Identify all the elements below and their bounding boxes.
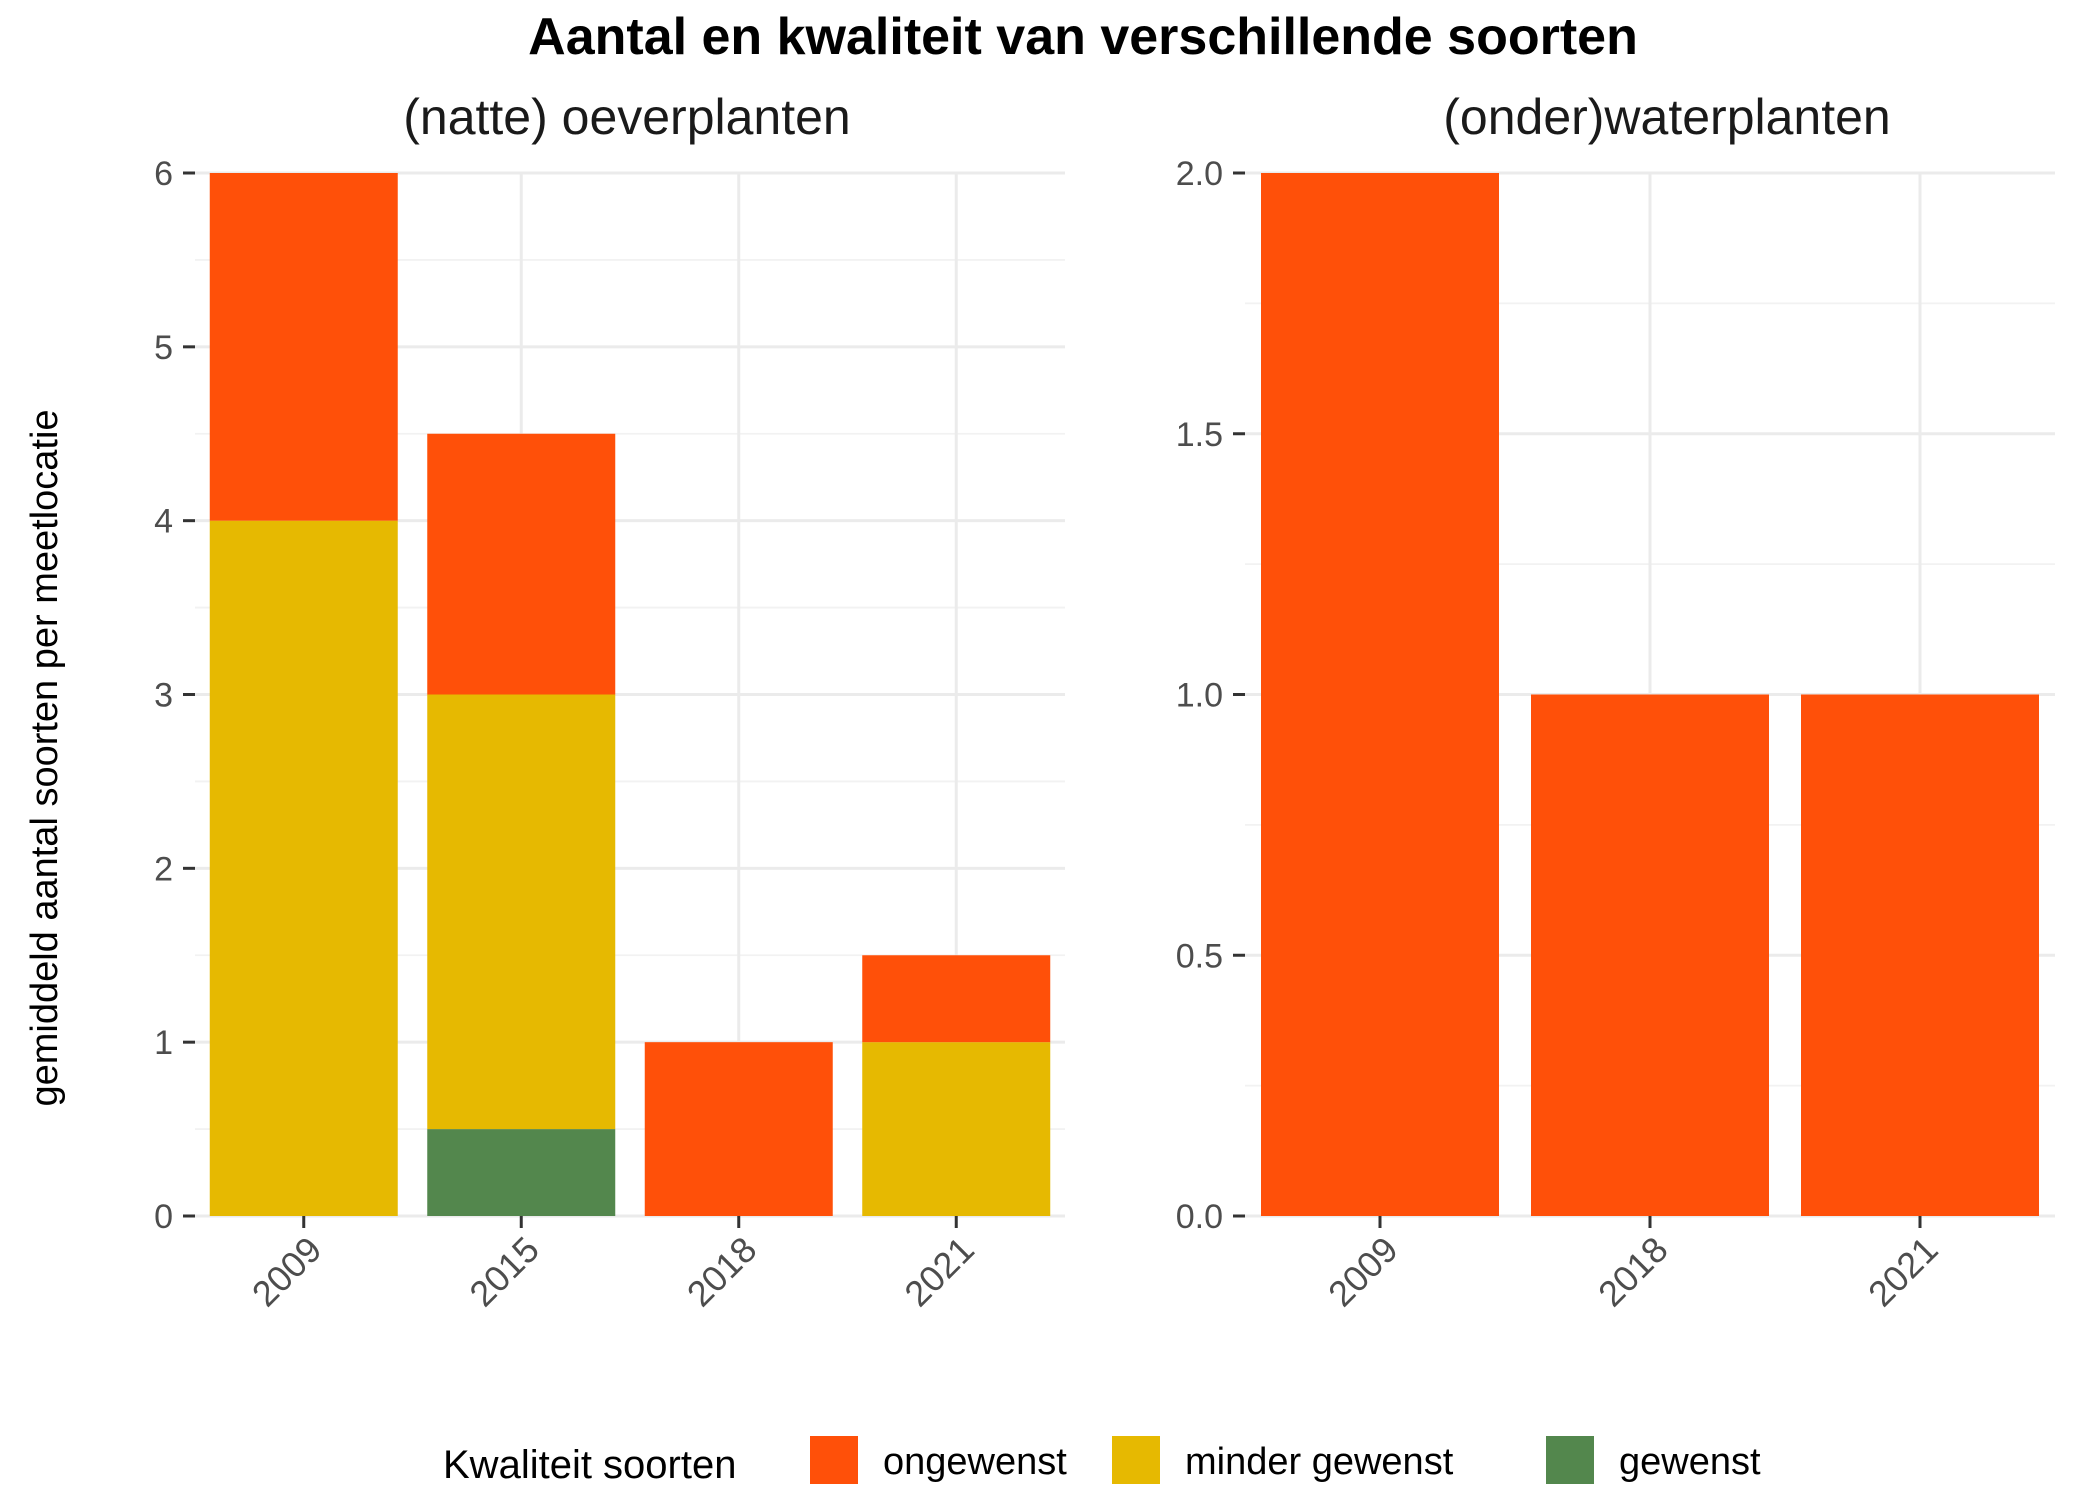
y-tick-label: 6 — [154, 155, 173, 193]
y-tick-label: 0 — [154, 1198, 173, 1236]
legend-item-minder-gewenst: minder gewenst — [1112, 1436, 1454, 1484]
legend-items: ongewenst minder gewenst gewenst — [810, 1436, 1761, 1484]
x-tick-label: 2018 — [679, 1229, 765, 1315]
legend-label: ongewenst — [883, 1441, 1067, 1483]
chart-title: Aantal en kwaliteit van verschillende so… — [528, 8, 1638, 66]
legend-swatch — [810, 1436, 858, 1484]
bar-2009-minder-gewenst — [209, 520, 398, 1216]
y-tick-label: 2.0 — [1176, 155, 1223, 193]
y-tick-label: 0.0 — [1176, 1198, 1223, 1236]
x-tick-label: 2009 — [1320, 1229, 1406, 1315]
bar-2009-ongewenst — [209, 173, 398, 521]
y-tick-label: 0.5 — [1176, 937, 1223, 975]
x-tick-label: 2018 — [1590, 1229, 1676, 1315]
y-tick-label: 3 — [154, 677, 173, 715]
y-tick-label: 1.5 — [1176, 416, 1223, 454]
y-axis: 0.0 0.5 1.0 1.5 2.0 — [1176, 155, 1245, 1236]
bar-2015-minder-gewenst — [427, 694, 616, 1130]
bar-2021-minder-gewenst — [862, 1042, 1051, 1216]
y-axis: 0 1 2 3 4 5 6 — [154, 155, 195, 1236]
bars — [209, 173, 1051, 1216]
y-tick-label: 2 — [154, 850, 173, 888]
bars — [1261, 173, 2039, 1216]
x-tick-label: 2021 — [1860, 1229, 1946, 1315]
legend-swatch — [1546, 1436, 1594, 1484]
y-tick-label: 4 — [154, 503, 173, 541]
y-tick-label: 1.0 — [1176, 677, 1223, 715]
y-tick-label: 5 — [154, 329, 173, 367]
bar-2018-ongewenst — [644, 1042, 833, 1216]
bar-2021-ongewenst — [1801, 694, 2039, 1216]
legend-label: gewenst — [1619, 1441, 1761, 1483]
legend-swatch — [1112, 1436, 1160, 1484]
x-tick-label: 2015 — [461, 1229, 547, 1315]
legend-title: Kwaliteit soorten — [443, 1443, 736, 1487]
x-tick-label: 2021 — [896, 1229, 982, 1315]
y-axis-label: gemiddeld aantal soorten per meetlocatie — [24, 409, 66, 1106]
bar-2015-gewenst — [427, 1129, 616, 1216]
bar-2015-ongewenst — [427, 433, 616, 695]
facet-title: (natte) oeverplanten — [403, 89, 851, 145]
x-axis: 2009 2015 2018 2021 — [244, 1216, 982, 1314]
legend: Kwaliteit soorten ongewenst minder gewens… — [443, 1436, 1761, 1487]
legend-item-ongewenst: ongewenst — [810, 1436, 1067, 1484]
y-tick-label: 1 — [154, 1024, 173, 1062]
bar-2021-ongewenst — [862, 955, 1051, 1043]
legend-item-gewenst: gewenst — [1546, 1436, 1761, 1484]
x-tick-label: 2009 — [244, 1229, 330, 1315]
bar-2009-ongewenst — [1261, 173, 1499, 1216]
bar-2018-ongewenst — [1531, 694, 1769, 1216]
facet-title: (onder)waterplanten — [1443, 89, 1891, 145]
x-axis: 2009 2018 2021 — [1320, 1216, 1946, 1314]
legend-label: minder gewenst — [1185, 1441, 1454, 1483]
